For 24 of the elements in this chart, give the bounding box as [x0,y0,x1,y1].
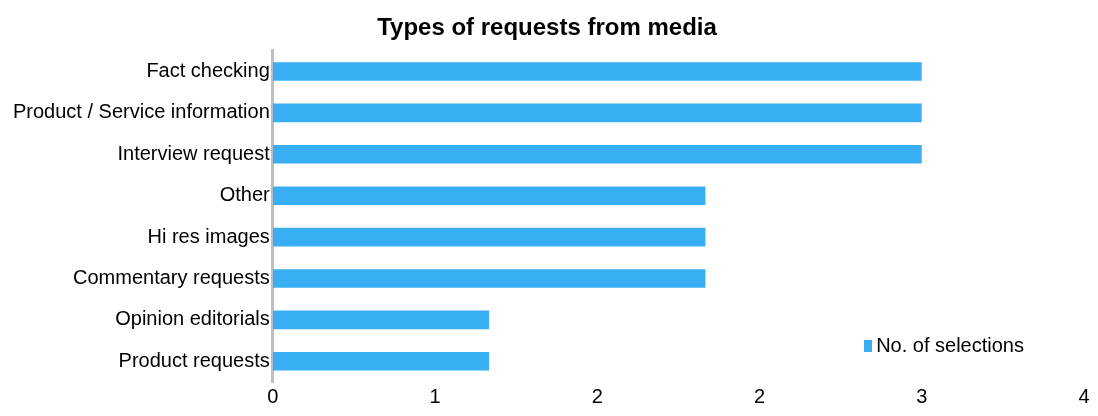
x-tick-label: 2 [591,384,603,407]
bar [272,310,490,330]
chart-title: Types of requests from media [377,13,718,41]
bar [272,186,706,206]
x-tick-label: 3 [916,384,928,407]
y-tick-label: Interview request [117,141,271,164]
legend-label: No. of selections [876,334,1024,357]
x-tick-label: 1 [429,384,441,407]
bar [272,227,706,247]
y-tick-label: Hi res images [147,224,270,247]
y-tick-label: Product / Service information [13,100,270,123]
x-tick-label: 2 [753,384,766,407]
bar [272,351,490,371]
x-tick-label: 0 [267,384,279,407]
x-tick-label: 4 [1078,384,1090,407]
y-tick-label: Commentary requests [73,266,270,289]
y-tick-label: Fact checking [146,59,270,82]
bar [272,103,922,123]
y-tick-label: Opinion editorials [115,307,270,330]
bar [272,62,922,81]
bar [272,269,706,288]
y-tick-label: Other [219,183,271,206]
bar [272,144,922,164]
y-tick-label: Product requests [118,348,270,371]
